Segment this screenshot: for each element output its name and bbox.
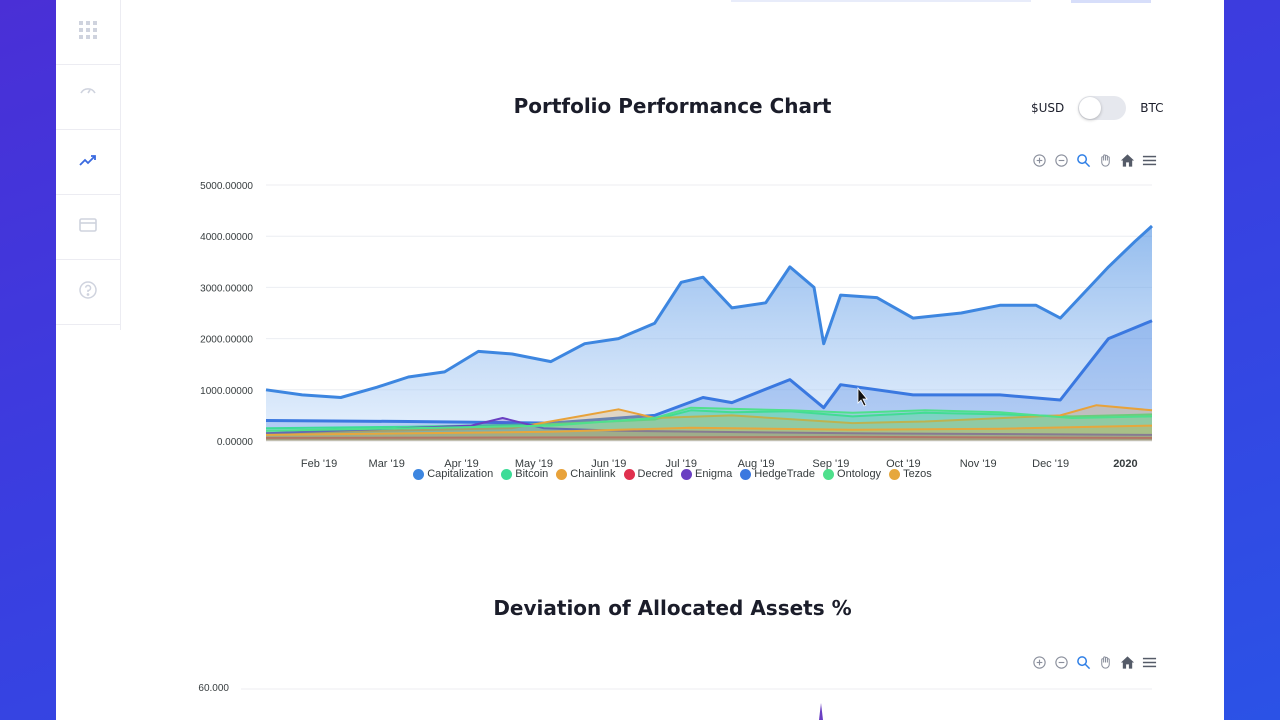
legend-marker	[623, 468, 635, 480]
x-tick-label: May '19	[515, 458, 553, 470]
gauge-icon	[78, 85, 98, 110]
y-tick-label: 1000.00000	[200, 386, 253, 397]
zoom-in-icon[interactable]	[1031, 654, 1047, 670]
x-tick-label: Mar '19	[369, 458, 405, 470]
currency-toggle[interactable]	[1078, 96, 1127, 120]
x-tick-label: Oct '19	[886, 458, 921, 470]
legend-marker	[823, 468, 835, 480]
x-tick-label: Sep '19	[812, 458, 849, 470]
series-line-enigma	[265, 417, 1153, 436]
legend-label: Decred	[637, 468, 673, 480]
trend-icon	[78, 150, 98, 175]
x-tick-label: Dec '19	[1032, 458, 1069, 470]
pan-hand-icon[interactable]	[1097, 152, 1113, 168]
deviation-chart-title: Deviation of Allocated Assets %	[493, 596, 852, 620]
series-line-capitalization	[265, 224, 1154, 399]
toggle-knob	[1079, 97, 1102, 119]
legend-label: Enigma	[694, 468, 733, 480]
series-area-capitalization	[266, 226, 1152, 441]
legend-label: Ontology	[837, 468, 882, 480]
currency-switch: $USD BTC	[1031, 96, 1164, 120]
zoom-out-icon[interactable]	[1053, 152, 1069, 168]
legend-item-capitalization[interactable]: Capitalization	[413, 468, 493, 480]
pan-hand-icon[interactable]	[1097, 654, 1113, 670]
menu-icon[interactable]	[1141, 654, 1157, 670]
performance-chart[interactable]: 0.00000 1000.00000 2000.00000 3000.00000 400…	[121, 170, 1224, 470]
legend-marker	[413, 468, 425, 480]
y-tick-label: 5000.00000	[200, 181, 253, 192]
performance-chart-title: Portfolio Performance Chart	[513, 94, 832, 118]
legend-marker	[501, 468, 513, 480]
series-line-ontology	[265, 406, 1153, 432]
x-tick-label: Apr '19	[444, 458, 479, 470]
top-divider	[731, 0, 1031, 2]
home-reset-icon[interactable]	[1119, 152, 1135, 168]
chart2-toolbar	[1031, 654, 1157, 670]
legend-item-hedgetrade[interactable]: HedgeTrade	[740, 468, 815, 480]
deviation-spike	[819, 703, 823, 720]
sidebar-item-performance[interactable]	[56, 130, 120, 195]
legend-item-decred[interactable]: Decred	[623, 468, 673, 480]
legend-marker	[740, 468, 752, 480]
legend-label: Tezos	[903, 468, 932, 480]
sidebar	[56, 0, 121, 330]
selection-zoom-icon[interactable]	[1075, 654, 1091, 670]
legend-marker	[889, 468, 901, 480]
legend-label: Chainlink	[570, 468, 616, 480]
legend-marker	[680, 468, 692, 480]
help-icon	[78, 280, 98, 305]
legend-marker	[556, 468, 568, 480]
sidebar-item-payments[interactable]	[56, 195, 120, 260]
legend-label: HedgeTrade	[754, 468, 816, 480]
home-reset-icon[interactable]	[1119, 654, 1135, 670]
legend-item-bitcoin[interactable]: Bitcoin	[501, 468, 548, 480]
y-tick-label: 3000.00000	[200, 283, 253, 294]
top-accent	[1071, 0, 1151, 3]
series-line-hedgetrade	[265, 319, 1153, 425]
menu-icon[interactable]	[1141, 152, 1157, 168]
card-icon	[78, 215, 98, 240]
zoom-in-icon[interactable]	[1031, 152, 1047, 168]
deviation-chart[interactable]: 60.000	[121, 675, 1224, 720]
grid-icon	[78, 20, 98, 45]
mouse-cursor	[857, 386, 868, 407]
chart-legend: Capitalization Bitcoin Chainlink Decred Enig…	[121, 468, 1224, 480]
legend-label: Bitcoin	[515, 468, 549, 480]
y-tick-label: 60.000	[198, 683, 229, 694]
legend-item-enigma[interactable]: Enigma	[680, 468, 733, 480]
series-line-chainlink	[265, 404, 1153, 435]
chart1-toolbar	[1031, 152, 1157, 168]
selection-zoom-icon[interactable]	[1075, 152, 1091, 168]
x-tick-label: Jun '19	[591, 458, 626, 470]
x-tick-label: Aug '19	[738, 458, 775, 470]
series-area-enigma	[266, 418, 1152, 441]
y-tick-label: 4000.00000	[200, 232, 253, 243]
y-tick-label: 0.00000	[217, 437, 254, 448]
legend-item-chainlink[interactable]: Chainlink	[556, 468, 616, 480]
series-line-tezos	[265, 424, 1153, 436]
main-content: Portfolio Performance Chart $USD BTC 0.0…	[121, 0, 1224, 720]
usd-label: $USD	[1031, 101, 1065, 115]
sidebar-item-dashboard[interactable]	[56, 0, 120, 65]
legend-item-ontology[interactable]: Ontology	[823, 468, 881, 480]
series-line-decred	[265, 435, 1153, 439]
zoom-out-icon[interactable]	[1053, 654, 1069, 670]
app-frame: Portfolio Performance Chart $USD BTC 0.0…	[56, 0, 1224, 720]
x-tick-label: Jul '19	[666, 458, 697, 470]
sidebar-item-help[interactable]	[56, 260, 120, 325]
y-tick-label: 2000.00000	[200, 335, 253, 346]
legend-item-tezos[interactable]: Tezos	[889, 468, 932, 480]
legend-label: Capitalization	[427, 468, 494, 480]
x-tick-label: Nov '19	[960, 458, 997, 470]
sidebar-item-gauge[interactable]	[56, 65, 120, 130]
btc-label: BTC	[1140, 101, 1164, 115]
x-tick-label: 2020	[1113, 458, 1137, 470]
x-tick-label: Feb '19	[301, 458, 337, 470]
